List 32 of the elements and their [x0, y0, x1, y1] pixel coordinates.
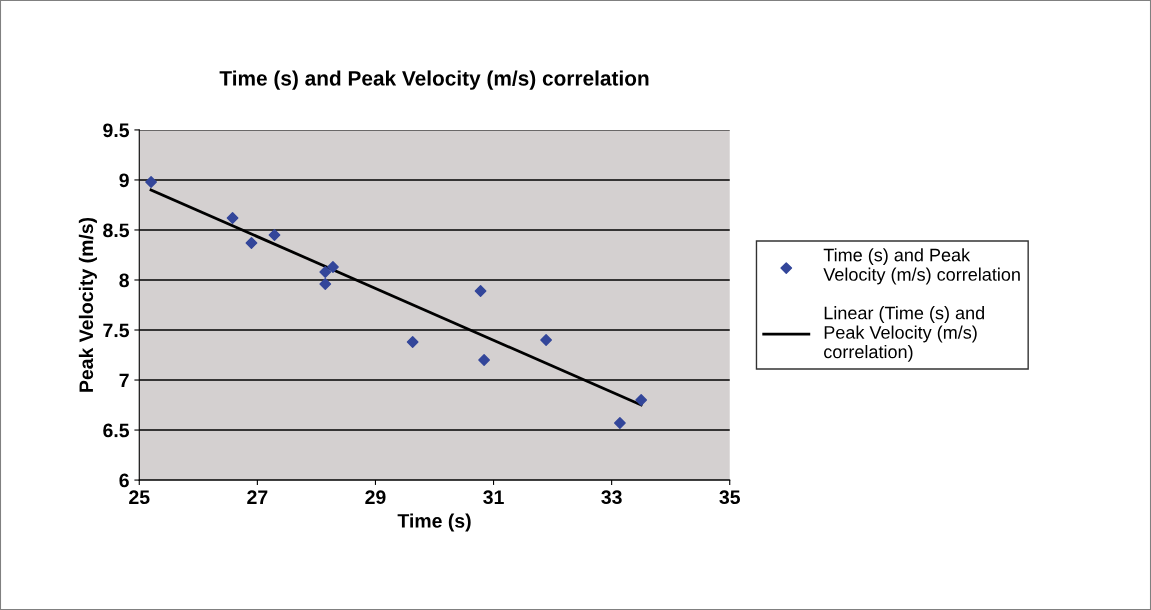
- x-tick-label: 25: [129, 490, 150, 505]
- y-tick-label: 9: [119, 173, 129, 188]
- point: [245, 237, 258, 249]
- point: [614, 417, 626, 429]
- point: [540, 334, 552, 346]
- y-tick-label: 8.5: [103, 223, 130, 238]
- chart-title: Time (s) and Peak Velocity (m/s) correlation: [219, 70, 649, 90]
- x-tick-label: 31: [483, 490, 504, 505]
- point: [327, 261, 339, 273]
- y-tick-label: 7.5: [103, 323, 130, 338]
- point: [226, 212, 239, 224]
- y-axis-title: Peak Velocity (m/s): [78, 217, 97, 392]
- y-tick-label: 9.5: [103, 123, 130, 138]
- point: [478, 354, 490, 366]
- point: [635, 394, 648, 406]
- y-tick-label: 8: [119, 273, 129, 288]
- y-tick-label: 6: [119, 473, 129, 488]
- point: [319, 266, 332, 278]
- point: [406, 336, 419, 348]
- x-tick-label: 33: [601, 490, 622, 505]
- legend-label: Time (s) and Peak Velocity (m/s) correlation: [823, 248, 1020, 285]
- y-tick-label: 6.5: [103, 423, 130, 438]
- point: [145, 176, 157, 188]
- x-tick-label: 29: [365, 490, 386, 505]
- point: [268, 229, 281, 241]
- x-tick-label: 35: [719, 490, 741, 505]
- y-tick-label: 7: [119, 373, 129, 388]
- point: [474, 285, 487, 297]
- legend-label: Linear (Time (s) and Peak Velocity (m/s) correlation): [824, 306, 984, 362]
- x-tick-label: 27: [247, 490, 268, 504]
- x-axis-title: Time (s): [397, 513, 471, 532]
- point: [319, 278, 332, 290]
